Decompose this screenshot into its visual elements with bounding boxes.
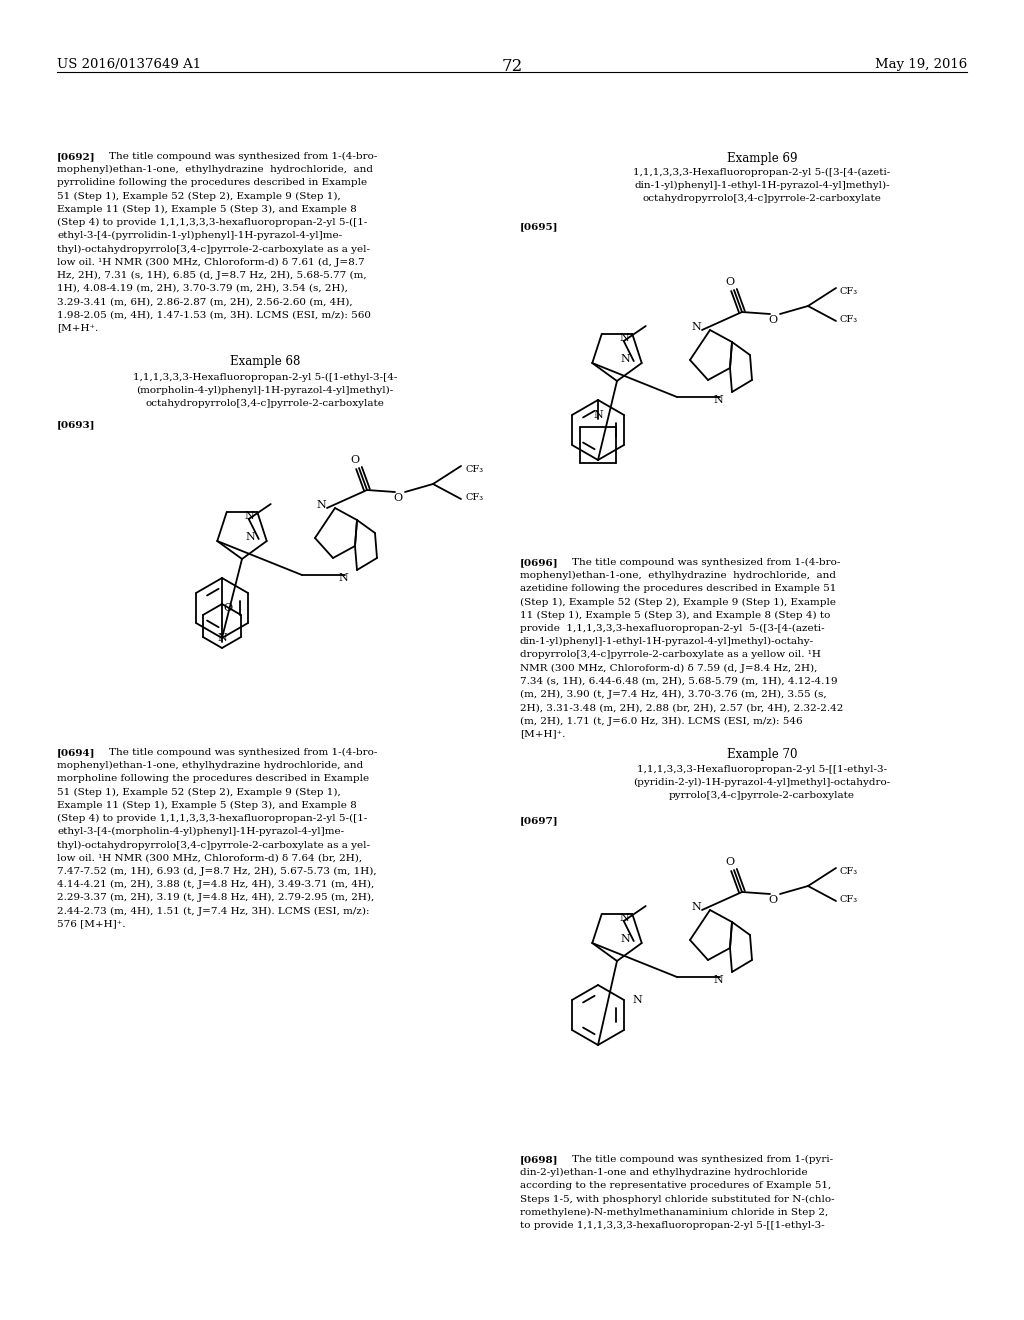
Text: low oil. ¹H NMR (300 MHz, Chloroform-d) δ 7.61 (d, J=8.7: low oil. ¹H NMR (300 MHz, Chloroform-d) … [57, 257, 365, 267]
Text: 1,1,1,3,3,3-Hexafluoropropan-2-yl 5-[[1-ethyl-3-: 1,1,1,3,3,3-Hexafluoropropan-2-yl 5-[[1-… [637, 766, 887, 774]
Text: CF₃: CF₃ [840, 314, 858, 323]
Text: O: O [393, 492, 402, 503]
Text: 2.29-3.37 (m, 2H), 3.19 (t, J=4.8 Hz, 4H), 2.79-2.95 (m, 2H),: 2.29-3.37 (m, 2H), 3.19 (t, J=4.8 Hz, 4H… [57, 894, 374, 903]
Text: Example 69: Example 69 [727, 152, 798, 165]
Text: N: N [620, 354, 630, 364]
Text: N: N [593, 411, 603, 420]
Text: US 2016/0137649 A1: US 2016/0137649 A1 [57, 58, 201, 71]
Text: N: N [316, 500, 326, 510]
Text: dropyrrolo[3,4-c]pyrrole-2-carboxylate as a yellow oil. ¹H: dropyrrolo[3,4-c]pyrrole-2-carboxylate a… [520, 651, 821, 660]
Text: Example 11 (Step 1), Example 5 (Step 3), and Example 8: Example 11 (Step 1), Example 5 (Step 3),… [57, 205, 356, 214]
Text: 72: 72 [502, 58, 522, 75]
Text: ethyl-3-[4-(pyrrolidin-1-yl)phenyl]-1H-pyrazol-4-yl]me-: ethyl-3-[4-(pyrrolidin-1-yl)phenyl]-1H-p… [57, 231, 342, 240]
Text: N: N [713, 975, 723, 985]
Text: N: N [632, 995, 642, 1005]
Text: N: N [620, 913, 629, 923]
Text: 11 (Step 1), Example 5 (Step 3), and Example 8 (Step 4) to: 11 (Step 1), Example 5 (Step 3), and Exa… [520, 611, 830, 620]
Text: (Step 4) to provide 1,1,1,3,3,3-hexafluoropropan-2-yl 5-([1-: (Step 4) to provide 1,1,1,3,3,3-hexafluo… [57, 218, 368, 227]
Text: O: O [725, 857, 734, 867]
Text: [0693]: [0693] [57, 420, 95, 429]
Text: mophenyl)ethan-1-one,  ethylhydrazine  hydrochloride,  and: mophenyl)ethan-1-one, ethylhydrazine hyd… [520, 572, 836, 581]
Text: azetidine following the procedures described in Example 51: azetidine following the procedures descr… [520, 585, 837, 594]
Text: [0697]: [0697] [520, 816, 559, 825]
Text: 1,1,1,3,3,3-Hexafluoropropan-2-yl 5-([3-[4-(azeti-: 1,1,1,3,3,3-Hexafluoropropan-2-yl 5-([3-… [634, 168, 891, 177]
Text: O: O [725, 277, 734, 286]
Text: N: N [691, 322, 700, 333]
Text: 1H), 4.08-4.19 (m, 2H), 3.70-3.79 (m, 2H), 3.54 (s, 2H),: 1H), 4.08-4.19 (m, 2H), 3.70-3.79 (m, 2H… [57, 284, 348, 293]
Text: 2.44-2.73 (m, 4H), 1.51 (t, J=7.4 Hz, 3H). LCMS (ESI, m/z):: 2.44-2.73 (m, 4H), 1.51 (t, J=7.4 Hz, 3H… [57, 907, 370, 916]
Text: The title compound was synthesized from 1-(pyri-: The title compound was synthesized from … [572, 1155, 834, 1164]
Text: Example 70: Example 70 [727, 748, 798, 762]
Text: (morpholin-4-yl)phenyl]-1H-pyrazol-4-yl]methyl)-: (morpholin-4-yl)phenyl]-1H-pyrazol-4-yl]… [136, 387, 393, 395]
Text: pyrrolo[3,4-c]pyrrole-2-carboxylate: pyrrolo[3,4-c]pyrrole-2-carboxylate [669, 792, 855, 800]
Text: pyrrolidine following the procedures described in Example: pyrrolidine following the procedures des… [57, 178, 368, 187]
Text: 4.14-4.21 (m, 2H), 3.88 (t, J=4.8 Hz, 4H), 3.49-3.71 (m, 4H),: 4.14-4.21 (m, 2H), 3.88 (t, J=4.8 Hz, 4H… [57, 880, 374, 890]
Text: romethylene)-N-methylmethanaminium chloride in Step 2,: romethylene)-N-methylmethanaminium chlor… [520, 1208, 828, 1217]
Text: thyl)-octahydropyrrolo[3,4-c]pyrrole-2-carboxylate as a yel-: thyl)-octahydropyrrolo[3,4-c]pyrrole-2-c… [57, 841, 370, 850]
Text: mophenyl)ethan-1-one,  ethylhydrazine  hydrochloride,  and: mophenyl)ethan-1-one, ethylhydrazine hyd… [57, 165, 373, 174]
Text: morpholine following the procedures described in Example: morpholine following the procedures desc… [57, 775, 369, 783]
Text: Hz, 2H), 7.31 (s, 1H), 6.85 (d, J=8.7 Hz, 2H), 5.68-5.77 (m,: Hz, 2H), 7.31 (s, 1H), 6.85 (d, J=8.7 Hz… [57, 271, 367, 280]
Text: [0692]: [0692] [57, 152, 95, 161]
Text: NMR (300 MHz, Chloroform-d) δ 7.59 (d, J=8.4 Hz, 2H),: NMR (300 MHz, Chloroform-d) δ 7.59 (d, J… [520, 664, 817, 673]
Text: CF₃: CF₃ [465, 466, 483, 474]
Text: May 19, 2016: May 19, 2016 [874, 58, 967, 71]
Text: The title compound was synthesized from 1-(4-bro-: The title compound was synthesized from … [572, 558, 841, 568]
Text: CF₃: CF₃ [840, 895, 858, 903]
Text: O: O [768, 315, 777, 325]
Text: Example 11 (Step 1), Example 5 (Step 3), and Example 8: Example 11 (Step 1), Example 5 (Step 3),… [57, 801, 356, 810]
Text: (Step 4) to provide 1,1,1,3,3,3-hexafluoropropan-2-yl 5-([1-: (Step 4) to provide 1,1,1,3,3,3-hexafluo… [57, 814, 368, 824]
Text: N: N [245, 511, 254, 521]
Text: (Step 1), Example 52 (Step 2), Example 9 (Step 1), Example: (Step 1), Example 52 (Step 2), Example 9… [520, 598, 836, 607]
Text: The title compound was synthesized from 1-(4-bro-: The title compound was synthesized from … [109, 748, 378, 758]
Text: low oil. ¹H NMR (300 MHz, Chloroform-d) δ 7.64 (br, 2H),: low oil. ¹H NMR (300 MHz, Chloroform-d) … [57, 854, 362, 862]
Text: O: O [350, 455, 359, 465]
Text: mophenyl)ethan-1-one, ethylhydrazine hydrochloride, and: mophenyl)ethan-1-one, ethylhydrazine hyd… [57, 762, 364, 771]
Text: N: N [217, 634, 227, 643]
Text: [0698]: [0698] [520, 1155, 558, 1164]
Text: (pyridin-2-yl)-1H-pyrazol-4-yl]methyl]-octahydro-: (pyridin-2-yl)-1H-pyrazol-4-yl]methyl]-o… [634, 779, 891, 787]
Text: O: O [223, 603, 232, 612]
Text: 1.98-2.05 (m, 4H), 1.47-1.53 (m, 3H). LCMS (ESI, m/z): 560: 1.98-2.05 (m, 4H), 1.47-1.53 (m, 3H). LC… [57, 310, 371, 319]
Text: 7.34 (s, 1H), 6.44-6.48 (m, 2H), 5.68-5.79 (m, 1H), 4.12-4.19: 7.34 (s, 1H), 6.44-6.48 (m, 2H), 5.68-5.… [520, 677, 838, 686]
Text: CF₃: CF₃ [840, 288, 858, 297]
Text: thyl)-octahydropyrrolo[3,4-c]pyrrole-2-carboxylate as a yel-: thyl)-octahydropyrrolo[3,4-c]pyrrole-2-c… [57, 244, 370, 253]
Text: din-2-yl)ethan-1-one and ethylhydrazine hydrochloride: din-2-yl)ethan-1-one and ethylhydrazine … [520, 1168, 808, 1177]
Text: O: O [768, 895, 777, 906]
Text: [0694]: [0694] [57, 748, 95, 756]
Text: 51 (Step 1), Example 52 (Step 2), Example 9 (Step 1),: 51 (Step 1), Example 52 (Step 2), Exampl… [57, 191, 341, 201]
Text: The title compound was synthesized from 1-(4-bro-: The title compound was synthesized from … [109, 152, 378, 161]
Text: N: N [620, 333, 629, 343]
Text: CF₃: CF₃ [465, 492, 483, 502]
Text: 7.47-7.52 (m, 1H), 6.93 (d, J=8.7 Hz, 2H), 5.67-5.73 (m, 1H),: 7.47-7.52 (m, 1H), 6.93 (d, J=8.7 Hz, 2H… [57, 867, 377, 876]
Text: (m, 2H), 3.90 (t, J=7.4 Hz, 4H), 3.70-3.76 (m, 2H), 3.55 (s,: (m, 2H), 3.90 (t, J=7.4 Hz, 4H), 3.70-3.… [520, 690, 826, 700]
Text: octahydropyrrolo[3,4-c]pyrrole-2-carboxylate: octahydropyrrolo[3,4-c]pyrrole-2-carboxy… [145, 400, 384, 408]
Text: 576 [M+H]⁺.: 576 [M+H]⁺. [57, 920, 126, 928]
Text: provide  1,1,1,3,3,3-hexafluoropropan-2-yl  5-([3-[4-(azeti-: provide 1,1,1,3,3,3-hexafluoropropan-2-y… [520, 624, 824, 634]
Text: [M+H⁺.: [M+H⁺. [57, 323, 98, 333]
Text: N: N [620, 935, 630, 944]
Text: according to the representative procedures of Example 51,: according to the representative procedur… [520, 1181, 831, 1191]
Text: [M+H]⁺.: [M+H]⁺. [520, 730, 565, 739]
Text: N: N [713, 395, 723, 405]
Text: [0696]: [0696] [520, 558, 559, 568]
Text: Steps 1-5, with phosphoryl chloride substituted for N-(chlo-: Steps 1-5, with phosphoryl chloride subs… [520, 1195, 835, 1204]
Text: 1,1,1,3,3,3-Hexafluoropropan-2-yl 5-([1-ethyl-3-[4-: 1,1,1,3,3,3-Hexafluoropropan-2-yl 5-([1-… [133, 374, 397, 381]
Text: N: N [691, 902, 700, 912]
Text: 51 (Step 1), Example 52 (Step 2), Example 9 (Step 1),: 51 (Step 1), Example 52 (Step 2), Exampl… [57, 788, 341, 797]
Text: 2H), 3.31-3.48 (m, 2H), 2.88 (br, 2H), 2.57 (br, 4H), 2.32-2.42: 2H), 3.31-3.48 (m, 2H), 2.88 (br, 2H), 2… [520, 704, 844, 713]
Text: octahydropyrrolo[3,4-c]pyrrole-2-carboxylate: octahydropyrrolo[3,4-c]pyrrole-2-carboxy… [643, 194, 882, 203]
Text: N: N [338, 573, 348, 583]
Text: Example 68: Example 68 [229, 355, 300, 368]
Text: din-1-yl)phenyl]-1-ethyl-1H-pyrazol-4-yl]methyl)-octahy-: din-1-yl)phenyl]-1-ethyl-1H-pyrazol-4-yl… [520, 638, 814, 647]
Text: 3.29-3.41 (m, 6H), 2.86-2.87 (m, 2H), 2.56-2.60 (m, 4H),: 3.29-3.41 (m, 6H), 2.86-2.87 (m, 2H), 2.… [57, 297, 352, 306]
Text: to provide 1,1,1,3,3,3-hexafluoropropan-2-yl 5-[[1-ethyl-3-: to provide 1,1,1,3,3,3-hexafluoropropan-… [520, 1221, 824, 1230]
Text: CF₃: CF₃ [840, 867, 858, 876]
Text: [0695]: [0695] [520, 222, 558, 231]
Text: din-1-yl)phenyl]-1-ethyl-1H-pyrazol-4-yl]methyl)-: din-1-yl)phenyl]-1-ethyl-1H-pyrazol-4-yl… [634, 181, 890, 190]
Text: (m, 2H), 1.71 (t, J=6.0 Hz, 3H). LCMS (ESI, m/z): 546: (m, 2H), 1.71 (t, J=6.0 Hz, 3H). LCMS (E… [520, 717, 803, 726]
Text: N: N [245, 532, 255, 543]
Text: ethyl-3-[4-(morpholin-4-yl)phenyl]-1H-pyrazol-4-yl]me-: ethyl-3-[4-(morpholin-4-yl)phenyl]-1H-py… [57, 828, 344, 837]
